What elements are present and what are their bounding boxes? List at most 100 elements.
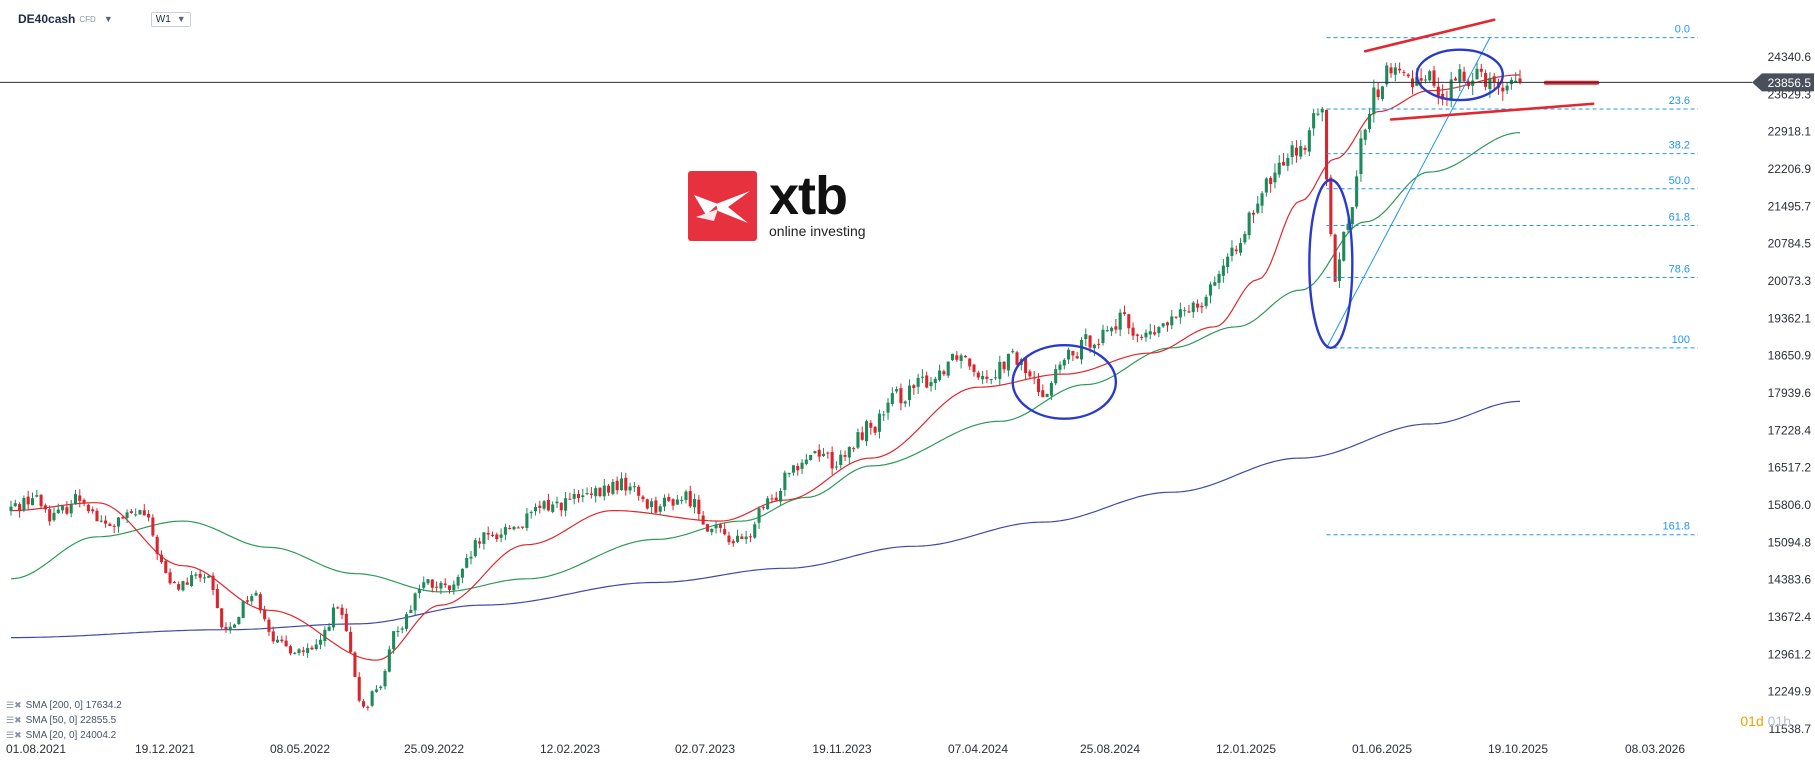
candle	[1363, 128, 1367, 146]
legend-item-sma200[interactable]: ☰✖ SMA [200, 0] 17634.2	[6, 698, 122, 713]
candle-body	[809, 454, 813, 461]
candle-body	[503, 527, 507, 535]
period-active[interactable]: 01d	[1740, 713, 1764, 729]
candle-body	[925, 375, 929, 388]
candle-body	[589, 493, 593, 495]
candle	[1290, 141, 1294, 165]
sma-20-path	[10, 74, 1521, 661]
candle-body	[693, 498, 697, 508]
candle-body	[912, 385, 916, 389]
candle-body	[1024, 357, 1028, 373]
indicator-settings-icon[interactable]: ☰✖	[6, 715, 22, 725]
candle	[366, 705, 370, 711]
candle	[615, 476, 619, 495]
candle-body	[976, 372, 980, 378]
candle-body	[1196, 303, 1200, 308]
legend-item-sma50[interactable]: ☰✖ SMA [50, 0] 22855.5	[6, 713, 122, 728]
price-axis[interactable]: 24340.623629.322918.122206.921495.720784…	[1752, 50, 1814, 736]
candle-body	[1054, 369, 1058, 384]
candle-body	[1114, 326, 1118, 330]
candle-body	[443, 583, 447, 586]
candle-body	[791, 465, 795, 473]
candle	[972, 363, 976, 377]
candle	[1342, 231, 1346, 262]
candle-body	[344, 613, 348, 632]
candle-body	[52, 512, 56, 521]
chevron-down-icon: ▼	[176, 14, 186, 24]
candle	[99, 515, 103, 523]
candle	[349, 626, 353, 653]
timeframe-select[interactable]: W1 ▼	[150, 11, 191, 27]
candle	[1350, 206, 1354, 230]
candle	[224, 622, 228, 633]
candle	[228, 622, 232, 634]
candle	[938, 364, 942, 382]
candle	[959, 353, 963, 369]
xtb-mark-icon	[688, 171, 757, 241]
candle-body	[1514, 80, 1518, 83]
candle-body	[276, 639, 280, 643]
candle	[546, 493, 550, 512]
drawing-annotations[interactable]	[1011, 18, 1600, 420]
candle	[340, 604, 344, 620]
indicator-settings-icon[interactable]: ☰✖	[6, 730, 22, 740]
candle-body	[473, 540, 477, 557]
candle	[1484, 69, 1488, 91]
candle-body	[43, 505, 47, 510]
candle	[344, 608, 348, 632]
candle-body	[112, 525, 116, 527]
candle-body	[327, 626, 331, 631]
candle	[168, 568, 172, 585]
candle-body	[731, 541, 735, 544]
candle-body	[1290, 145, 1294, 157]
candle	[1144, 329, 1148, 342]
candle	[1105, 325, 1109, 332]
candle	[1028, 369, 1032, 380]
candle	[1398, 62, 1402, 74]
candle	[1389, 63, 1393, 78]
candle	[258, 592, 262, 614]
candle-body	[658, 506, 662, 512]
candle-body	[400, 628, 404, 630]
candle-body	[766, 498, 770, 510]
period-inactive[interactable]: 01h	[1767, 713, 1791, 729]
candle	[1165, 321, 1170, 332]
candle	[779, 488, 783, 506]
candle	[942, 369, 946, 377]
candle	[1492, 72, 1496, 90]
candle-body	[1161, 323, 1165, 327]
candle-body	[650, 501, 654, 508]
candle	[1015, 350, 1019, 366]
candle	[1428, 69, 1432, 82]
candle	[761, 506, 765, 511]
fib-level-label: 50.0	[1669, 175, 1690, 187]
candle-body	[813, 451, 817, 454]
candle	[185, 577, 189, 585]
candle	[800, 459, 804, 475]
symbol-name[interactable]: DE40cash	[18, 12, 76, 26]
candle	[1501, 81, 1505, 101]
candle-body	[895, 389, 899, 392]
candle-body	[830, 452, 834, 469]
candle-body	[1475, 68, 1479, 80]
candle	[847, 446, 851, 464]
period-indicator[interactable]: 01d 01h	[1740, 713, 1791, 729]
candle-body	[611, 481, 615, 494]
candle	[1079, 337, 1084, 365]
candle	[430, 579, 434, 593]
candle-body	[138, 510, 142, 515]
candle-body	[1264, 178, 1268, 193]
time-axis[interactable]: 01.08.2021 19.12.2021 08.05.2022 25.09.2022…	[6, 742, 1685, 756]
legend-item-sma20[interactable]: ☰✖ SMA [20, 0] 24004.2	[6, 728, 122, 743]
indicator-settings-icon[interactable]: ☰✖	[6, 700, 22, 710]
candle	[1062, 358, 1066, 370]
candle-body	[877, 413, 881, 432]
candle-body	[413, 593, 417, 611]
candle	[843, 450, 847, 462]
chevron-down-icon[interactable]: ▼	[103, 14, 113, 24]
candle-body	[826, 452, 830, 454]
candle	[383, 669, 387, 690]
candle	[400, 626, 404, 634]
legend-label: SMA [50, 0] 22855.5	[25, 715, 117, 726]
